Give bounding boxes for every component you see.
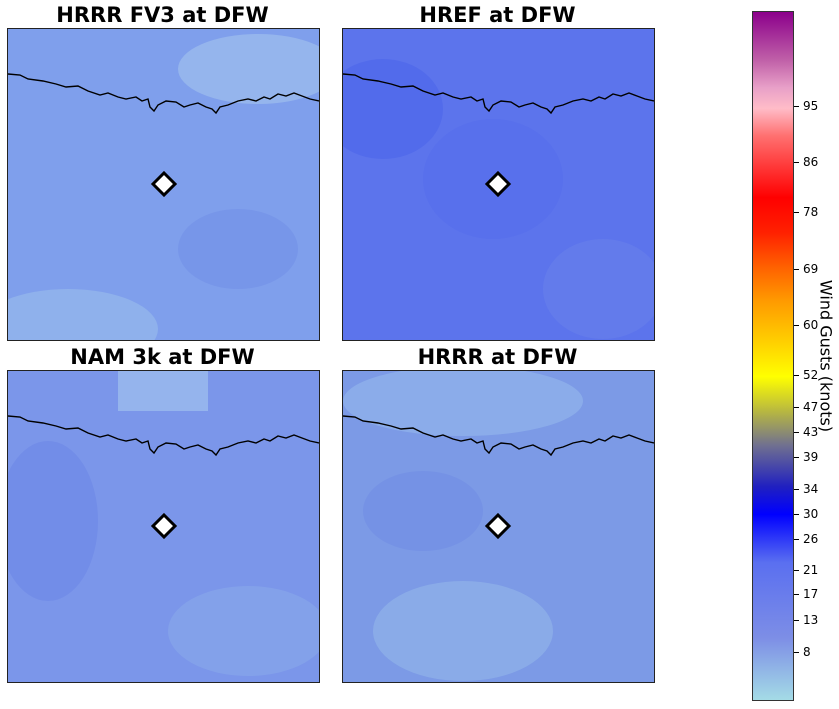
colorbar-tick-label: 78: [803, 205, 819, 219]
colorbar-tick-mark: [794, 570, 799, 571]
panel-title-nam-3k: NAM 3k at DFW: [70, 345, 255, 369]
colorbar-tick-label: 43: [803, 425, 819, 439]
county-border-line: [343, 73, 654, 115]
colorbar-tick-label: 69: [803, 262, 819, 276]
colorbar-tick-label: 17: [803, 587, 819, 601]
county-border-line: [343, 415, 654, 457]
colorbar-tick-mark: [794, 106, 799, 107]
panel-title-hrrr: HRRR at DFW: [417, 345, 578, 369]
colorbar-tick-label: 52: [803, 368, 819, 382]
colorbar-tick-mark: [794, 162, 799, 163]
map-panel-hrrr: [342, 370, 655, 683]
map-canvas: [343, 371, 654, 682]
colorbar-tick-mark: [794, 594, 799, 595]
colorbar-tick-mark: [794, 432, 799, 433]
colorbar-tick-label: 8: [803, 645, 811, 659]
colorbar-tick-mark: [794, 457, 799, 458]
light-shading: [178, 34, 319, 104]
colorbar-tick-label: 26: [803, 532, 819, 546]
map-panel-hrrr-fv3: [7, 28, 320, 341]
panel-title-href: HREF at DFW: [419, 3, 576, 27]
colorbar-label: Wind Gusts (knots): [816, 279, 836, 433]
dfw-location-marker: [150, 512, 178, 540]
dfw-location-marker: [484, 170, 512, 198]
colorbar-tick-label: 21: [803, 563, 819, 577]
light-shading: [343, 371, 583, 436]
colorbar-tick-mark: [794, 489, 799, 490]
dark-shading: [363, 471, 483, 551]
colorbar-tick-label: 86: [803, 155, 819, 169]
colorbar-tick-mark: [794, 407, 799, 408]
colorbar-tick-label: 30: [803, 507, 819, 521]
colorbar-tick-mark: [794, 620, 799, 621]
light-shading: [543, 239, 654, 339]
map-canvas: [343, 29, 654, 340]
colorbar: [752, 11, 794, 701]
panel-title-hrrr-fv3: HRRR FV3 at DFW: [56, 3, 269, 27]
light-shading: [118, 371, 208, 411]
county-border-line: [8, 415, 319, 457]
colorbar-tick-label: 60: [803, 318, 819, 332]
map-panel-href: [342, 28, 655, 341]
dfw-location-marker: [484, 512, 512, 540]
map-canvas: [8, 371, 319, 682]
map-panel-nam-3k: [7, 370, 320, 683]
colorbar-tick-label: 34: [803, 482, 819, 496]
colorbar-tick-mark: [794, 539, 799, 540]
colorbar-tick-label: 39: [803, 450, 819, 464]
colorbar-tick-mark: [794, 325, 799, 326]
light-shading: [373, 581, 553, 681]
colorbar-tick-label: 95: [803, 99, 819, 113]
map-canvas: [8, 29, 319, 340]
colorbar-tick-mark: [794, 652, 799, 653]
dfw-location-marker: [150, 170, 178, 198]
dark-shading: [178, 209, 298, 289]
dark-shading: [343, 59, 443, 159]
dark-shading: [8, 441, 98, 601]
colorbar-tick-mark: [794, 375, 799, 376]
county-border-line: [8, 73, 319, 115]
colorbar-tick-mark: [794, 212, 799, 213]
light-shading: [168, 586, 319, 676]
colorbar-tick-label: 47: [803, 400, 819, 414]
colorbar-tick-label: 13: [803, 613, 819, 627]
light-shading: [8, 289, 158, 340]
colorbar-tick-mark: [794, 269, 799, 270]
colorbar-tick-mark: [794, 514, 799, 515]
